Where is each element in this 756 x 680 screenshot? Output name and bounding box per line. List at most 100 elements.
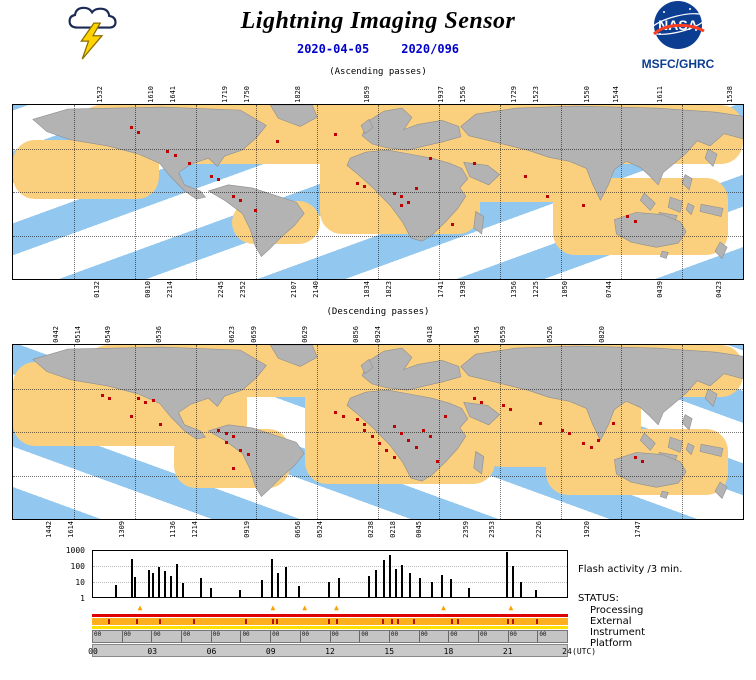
lightning-flash-dot bbox=[378, 442, 381, 446]
processing-event-mark: ▲ bbox=[441, 603, 446, 612]
lightning-flash-dot bbox=[334, 411, 338, 415]
lightning-flash-dot bbox=[363, 423, 367, 427]
platform-minute-cell: 00 bbox=[448, 631, 478, 642]
lightning-flash-dot bbox=[224, 440, 228, 444]
platform-minute-cell: 00 bbox=[210, 631, 241, 642]
status-band-external bbox=[92, 614, 568, 617]
continent-africa bbox=[346, 149, 469, 242]
lightning-flash-dot bbox=[399, 432, 403, 435]
island-britain bbox=[360, 118, 374, 135]
pass-time-label: 1729 bbox=[509, 86, 518, 103]
lightning-flash-dot bbox=[626, 214, 630, 218]
chart-legend: Flash activity /3 min. STATUS: Processin… bbox=[578, 564, 682, 649]
platform-minute-cell: 00 bbox=[477, 631, 508, 642]
lightning-flash-dot bbox=[166, 150, 170, 154]
instrument-event-mark bbox=[276, 619, 279, 624]
lightning-flash-dot bbox=[159, 423, 162, 427]
flash-activity-spike bbox=[134, 577, 137, 597]
pass-time-label: 0423 bbox=[714, 281, 723, 298]
lightning-flash-dot bbox=[334, 132, 338, 136]
island-sulawesi bbox=[685, 202, 695, 216]
continent-europe bbox=[361, 107, 462, 151]
platform-minute-cell: 00 bbox=[270, 631, 300, 642]
lightning-flash-dot bbox=[239, 198, 243, 202]
pass-time-label: 1442 bbox=[44, 521, 53, 538]
flash-activity-spike bbox=[337, 577, 340, 597]
lightning-flash-dot bbox=[129, 414, 133, 418]
status-row-label: Instrument bbox=[590, 627, 646, 638]
descending-pass-times-top: 0442 0514 0549 0536 0623 0659 0629 0856 0924 0418… bbox=[12, 318, 744, 344]
flash-activity-spike bbox=[408, 573, 411, 597]
x-axis-tick-label: 06 bbox=[206, 647, 217, 656]
pass-time-label: 0820 bbox=[597, 326, 606, 343]
flash-activity-spike bbox=[511, 565, 514, 597]
lightning-flash-dot bbox=[560, 428, 564, 432]
nasa-logo: NASA MSFC/GHRC bbox=[640, 0, 716, 71]
pass-time-label: 1750 bbox=[242, 86, 251, 103]
pass-time-label: 0010 bbox=[143, 281, 152, 298]
ascending-pass-times-bottom: 0132 0010 2314 2245 2352 2107 2140 1834 1823 1741… bbox=[12, 280, 744, 306]
status-band-platform: 00 00 00 00 00 00 00 00 00 00 00 00 00 00 00 00 bbox=[92, 630, 568, 643]
grid-line-horizontal bbox=[13, 475, 743, 477]
pass-time-label: 2140 bbox=[312, 281, 321, 298]
instrument-event-mark bbox=[381, 619, 384, 624]
pass-time-label: 1544 bbox=[612, 86, 621, 103]
grid-line-horizontal bbox=[13, 192, 743, 193]
island-sumatra bbox=[639, 192, 656, 211]
pass-time-label: 0045 bbox=[414, 521, 423, 538]
decade-gridline bbox=[93, 566, 567, 568]
continent-north-america bbox=[32, 346, 267, 440]
pass-time-label: 0514 bbox=[74, 326, 83, 343]
island-borneo bbox=[667, 196, 683, 213]
platform-minute-cell: 00 bbox=[388, 631, 419, 642]
pass-time-label: 2245 bbox=[216, 281, 225, 298]
flash-activity-spike bbox=[276, 573, 279, 597]
decade-gridline bbox=[93, 581, 567, 583]
flash-activity-spike bbox=[401, 564, 404, 597]
platform-minute-cell: 00 bbox=[537, 631, 567, 642]
lightning-flash-dot bbox=[472, 162, 476, 166]
continent-greenland bbox=[269, 345, 318, 367]
lightning-flash-dot bbox=[399, 204, 403, 208]
lightning-flash-dot bbox=[232, 195, 235, 199]
island-new-zealand bbox=[714, 481, 728, 500]
lightning-flash-dot bbox=[137, 397, 141, 401]
island-sumatra bbox=[639, 432, 656, 451]
lightning-flash-dot bbox=[429, 157, 433, 161]
platform-minute-cell: 00 bbox=[151, 631, 181, 642]
platform-minute-cell: 00 bbox=[94, 631, 102, 638]
lightning-flash-dot bbox=[239, 449, 243, 453]
x-axis-tick-label: 21 bbox=[502, 647, 513, 656]
instrument-event-mark bbox=[328, 619, 331, 624]
region-arabia bbox=[463, 401, 501, 426]
lightning-flash-dot bbox=[633, 219, 637, 223]
pass-time-label: 2226 bbox=[535, 521, 544, 538]
flash-activity-spike bbox=[298, 586, 301, 597]
y-axis-tick-label: 1000 bbox=[65, 546, 85, 555]
lightning-flash-dot bbox=[392, 425, 396, 429]
pass-time-label: 0549 bbox=[103, 326, 112, 343]
pass-time-label: 0418 bbox=[425, 326, 434, 343]
status-row-label: Platform bbox=[590, 638, 633, 649]
instrument-event-mark bbox=[272, 619, 275, 624]
lightning-flash-dot bbox=[210, 174, 214, 178]
pass-time-label: 1834 bbox=[363, 281, 372, 298]
flash-activity-spike bbox=[367, 576, 370, 597]
pass-time-label: 1538 bbox=[725, 86, 734, 103]
island-japan bbox=[704, 148, 718, 167]
platform-minute-cell: 00 bbox=[299, 631, 330, 642]
lightning-flash-dot bbox=[472, 397, 476, 401]
lightning-flash-dot bbox=[407, 438, 411, 442]
flash-activity-spike bbox=[328, 582, 331, 597]
x-axis-tick-label: 12 bbox=[325, 647, 335, 656]
platform-minute-cell: 00 bbox=[359, 631, 389, 642]
status-band-instrument bbox=[92, 618, 568, 625]
lightning-flash-dot bbox=[151, 398, 155, 402]
flash-activity-spike bbox=[130, 559, 133, 597]
flash-activity-spike bbox=[199, 577, 202, 597]
pass-time-label: 0439 bbox=[656, 281, 665, 298]
platform-minute-cell: 00 bbox=[181, 631, 211, 642]
pass-time-label: 0132 bbox=[92, 281, 101, 298]
lightning-flash-dot bbox=[217, 428, 221, 432]
island-philippines bbox=[681, 414, 693, 431]
